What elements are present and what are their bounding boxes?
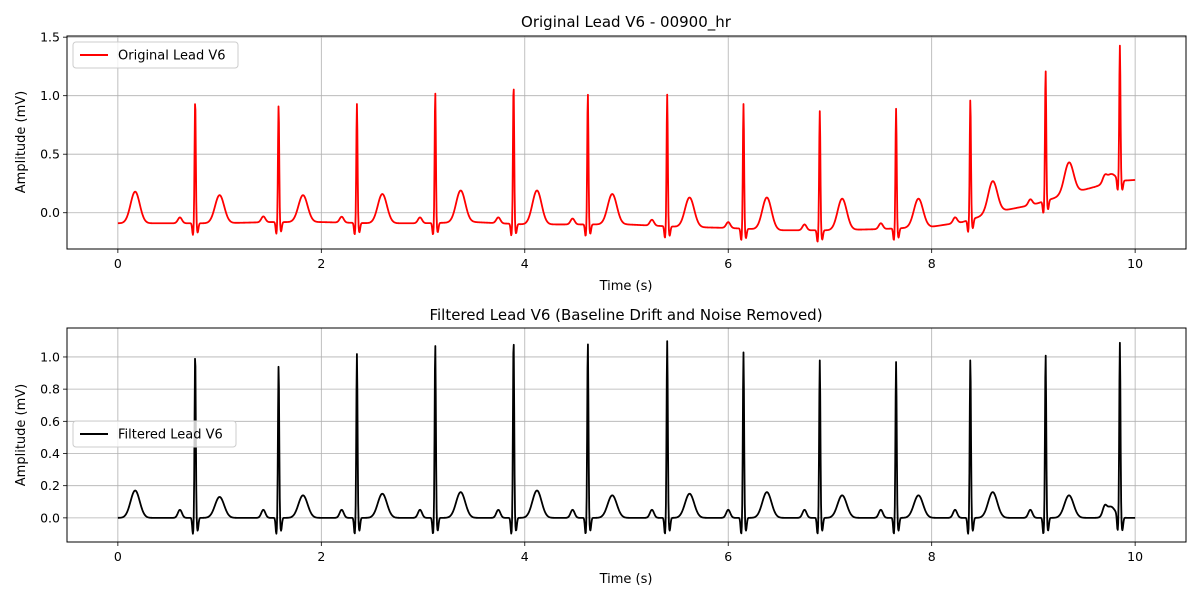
y-tick-label: 1.0	[40, 88, 60, 103]
legend: Filtered Lead V6	[72, 420, 237, 448]
legend-label: Filtered Lead V6	[118, 428, 223, 443]
series-line	[117, 340, 1136, 535]
y-tick-label: 0.0	[40, 510, 60, 525]
series-line-layer	[117, 340, 1136, 535]
y-tick-label: 1.0	[40, 349, 60, 364]
series-line-layer	[117, 44, 1136, 243]
x-tick-label: 2	[317, 256, 325, 271]
ticks: 0 2 4 6 8 10 0.0 0.5 1.0 1.5	[40, 30, 1143, 271]
series-line	[117, 44, 1136, 243]
legend-label: Original Lead V6	[118, 49, 226, 64]
filtered-lead-chart: Filtered Lead V6 (Baseline Drift and Noi…	[14, 306, 1187, 587]
x-axis-label: Time (s)	[599, 572, 653, 587]
grid	[67, 328, 1186, 542]
original-lead-chart: Original Lead V6 - 00900_hr 0 2 4 6 8 10 0.0 0.…	[14, 13, 1187, 294]
chart-title: Original Lead V6 - 00900_hr	[521, 13, 732, 32]
x-tick-label: 4	[521, 256, 529, 271]
legend-box	[72, 41, 239, 69]
x-tick-label: 10	[1127, 549, 1143, 564]
y-tick-label: 0.4	[40, 446, 60, 461]
grid	[67, 36, 1186, 249]
x-tick-label: 0	[114, 256, 122, 271]
x-tick-label: 10	[1127, 256, 1143, 271]
y-axis-label: Amplitude (mV)	[14, 91, 29, 193]
x-tick-label: 6	[724, 256, 732, 271]
x-tick-label: 4	[521, 549, 529, 564]
plot-frame	[66, 327, 1187, 543]
chart-title: Filtered Lead V6 (Baseline Drift and Noi…	[429, 306, 822, 324]
x-tick-label: 0	[114, 549, 122, 564]
y-tick-label: 1.5	[40, 30, 60, 45]
legend: Original Lead V6	[72, 41, 239, 69]
y-tick-label: 0.6	[40, 414, 60, 429]
x-tick-label: 8	[928, 256, 936, 271]
legend-box	[72, 420, 237, 448]
x-tick-label: 6	[724, 549, 732, 564]
plot-frame	[66, 35, 1187, 250]
x-axis-label: Time (s)	[599, 279, 653, 294]
ticks: 0 2 4 6 8 10 0.0 0.2 0.4 0.6 0.8 1.0	[40, 349, 1143, 564]
y-axis-label: Amplitude (mV)	[14, 384, 29, 486]
y-tick-label: 0.8	[40, 382, 60, 397]
x-tick-label: 8	[928, 549, 936, 564]
y-tick-label: 0.5	[40, 147, 60, 162]
x-tick-label: 2	[317, 549, 325, 564]
y-tick-label: 0.2	[40, 478, 60, 493]
y-tick-label: 0.0	[40, 205, 60, 220]
